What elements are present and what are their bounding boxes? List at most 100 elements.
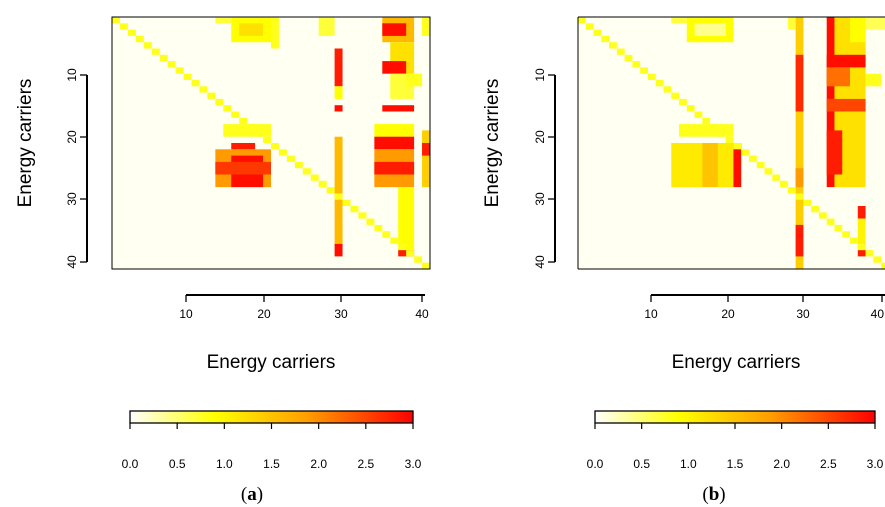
- colorbar-tick-label: 2.5: [820, 457, 837, 471]
- heatmap-block: [215, 161, 271, 175]
- colorbar-tick-label: 3.0: [405, 457, 422, 471]
- y-tick-label-b-40: 40: [533, 255, 547, 269]
- heatmap-diagonal-cell: [247, 124, 256, 131]
- heatmap-diagonal-cell: [302, 168, 311, 175]
- x-axis-title-a: Energy carriers: [207, 352, 336, 373]
- heatmap-diagonal-cell: [655, 80, 664, 87]
- heatmap-block: [334, 243, 343, 257]
- heatmap-diagonal-cell: [326, 187, 335, 194]
- heatmap-block: [318, 17, 335, 36]
- heatmap-block: [382, 105, 415, 112]
- heatmap-a-cells: [112, 17, 430, 269]
- panel-b: 10 20 30 40 Energy carriers 10 20 30 40 …: [482, 16, 885, 505]
- heatmap-diagonal-cell: [702, 117, 711, 125]
- heatmap-diagonal-cell: [803, 199, 812, 206]
- heatmap-block: [334, 48, 343, 87]
- heatmap-diagonal-cell: [191, 80, 200, 87]
- heatmap-block: [334, 136, 343, 244]
- heatmap-diagonal-cell: [199, 86, 208, 93]
- heatmap-diagonal-cell: [175, 67, 184, 74]
- heatmap-diagonal-cell: [826, 218, 835, 225]
- colorbar-tick-label: 1.0: [216, 457, 233, 471]
- heatmap-block: [826, 130, 843, 175]
- heatmap-diagonal-cell: [151, 48, 160, 55]
- colorbar-tick-label: 1.5: [727, 457, 744, 471]
- x-axis-b: 10 20 30 40 Energy carriers: [644, 294, 885, 373]
- heatmap-diagonal-cell: [398, 243, 407, 251]
- heatmap-diagonal-cell: [764, 168, 773, 175]
- x-tick-label-a-30: 30: [334, 307, 348, 321]
- heatmap-block: [857, 218, 866, 251]
- heatmap-block: [826, 54, 866, 68]
- colorbar-b: 0.0 0.5 1.0 1.5 2.0 2.5 3.0: [587, 410, 884, 471]
- heatmap-block: [271, 17, 279, 49]
- heatmap-block: [850, 17, 866, 43]
- heatmap-diagonal-cell: [873, 256, 882, 263]
- heatmap-diagonal-cell: [414, 256, 423, 263]
- heatmap-block: [334, 105, 343, 112]
- heatmap-diagonal-cell: [159, 54, 168, 62]
- x-tick-label-a-10: 10: [179, 307, 193, 321]
- heatmap-diagonal-cell: [780, 180, 788, 188]
- heatmap-b-cells: [578, 17, 885, 269]
- heatmap-block: [733, 143, 742, 188]
- x-tick-label-b-10: 10: [644, 307, 658, 321]
- heatmap-diagonal-cell: [671, 92, 680, 99]
- heatmap-diagonal-cell: [167, 61, 176, 68]
- heatmap-diagonal-cell: [382, 231, 391, 238]
- heatmap-block: [374, 136, 415, 150]
- heatmap-diagonal-cell: [694, 111, 703, 118]
- colorbar-tick-label: 0.0: [122, 457, 139, 471]
- heatmap-diagonal-cell: [334, 193, 343, 200]
- heatmap-diagonal-cell: [215, 98, 224, 106]
- heatmap-diagonal-cell: [663, 86, 672, 93]
- heatmap-diagonal-cell: [112, 17, 120, 24]
- heatmap-block: [382, 23, 407, 36]
- heatmap-diagonal-cell: [601, 35, 610, 43]
- colorbar-tick-label: 0.5: [633, 457, 650, 471]
- heatmap-diagonal-cell: [390, 237, 399, 244]
- heatmap-diagonal-cell: [255, 130, 264, 137]
- heatmap-diagonal-cell: [143, 42, 152, 49]
- heatmap-block: [795, 168, 804, 188]
- heatmap-diagonal-cell: [733, 143, 742, 150]
- heatmap-diagonal-cell: [772, 174, 781, 181]
- heatmap-block: [406, 73, 423, 87]
- colorbar-a-ticks: 0.0 0.5 1.0 1.5 2.0 2.5 3.0: [122, 423, 422, 471]
- y-axis-a: 10 20 30 40 Energy carriers: [15, 68, 88, 269]
- heatmap-block: [857, 206, 866, 219]
- heatmap-block: [694, 23, 726, 36]
- colorbar-b-ticks: 0.0 0.5 1.0 1.5 2.0 2.5 3.0: [587, 423, 884, 471]
- heatmap-diagonal-cell: [818, 212, 827, 219]
- heatmap-b: [577, 16, 885, 270]
- heatmap-diagonal-cell: [679, 98, 687, 106]
- x-tick-label-a-40: 40: [415, 307, 429, 321]
- colorbar-tick-label: 1.5: [263, 457, 280, 471]
- caption-a: (a): [241, 484, 263, 505]
- heatmap-diagonal-cell: [795, 193, 804, 200]
- heatmap-diagonal-cell: [119, 23, 128, 30]
- heatmap-block: [702, 143, 718, 188]
- heatmap-block: [374, 161, 415, 175]
- heatmap-diagonal-cell: [647, 73, 656, 80]
- y-axis-title-a: Energy carriers: [15, 79, 36, 208]
- heatmap-block: [865, 17, 885, 30]
- heatmap-diagonal-cell: [278, 149, 287, 156]
- heatmap-block: [382, 61, 407, 74]
- heatmap-diagonal-cell: [632, 61, 641, 68]
- heatmap-diagonal-cell: [741, 149, 749, 156]
- heatmap-diagonal-cell: [842, 231, 851, 238]
- heatmap-diagonal-cell: [374, 224, 383, 232]
- heatmap-diagonal-cell: [183, 73, 192, 80]
- heatmap-block: [374, 124, 415, 137]
- y-tick-label-a-20: 20: [65, 130, 79, 144]
- heatmap-diagonal-cell: [294, 161, 303, 169]
- heatmap-diagonal-cell: [318, 180, 327, 188]
- colorbar-b-gradient: [594, 410, 876, 424]
- heatmap-diagonal-cell: [578, 17, 586, 24]
- colorbar-tick-label: 2.0: [310, 457, 327, 471]
- heatmap-diagonal-cell: [127, 29, 136, 36]
- x-axis-title-b: Energy carriers: [672, 352, 801, 373]
- heatmap-diagonal-cell: [624, 54, 633, 62]
